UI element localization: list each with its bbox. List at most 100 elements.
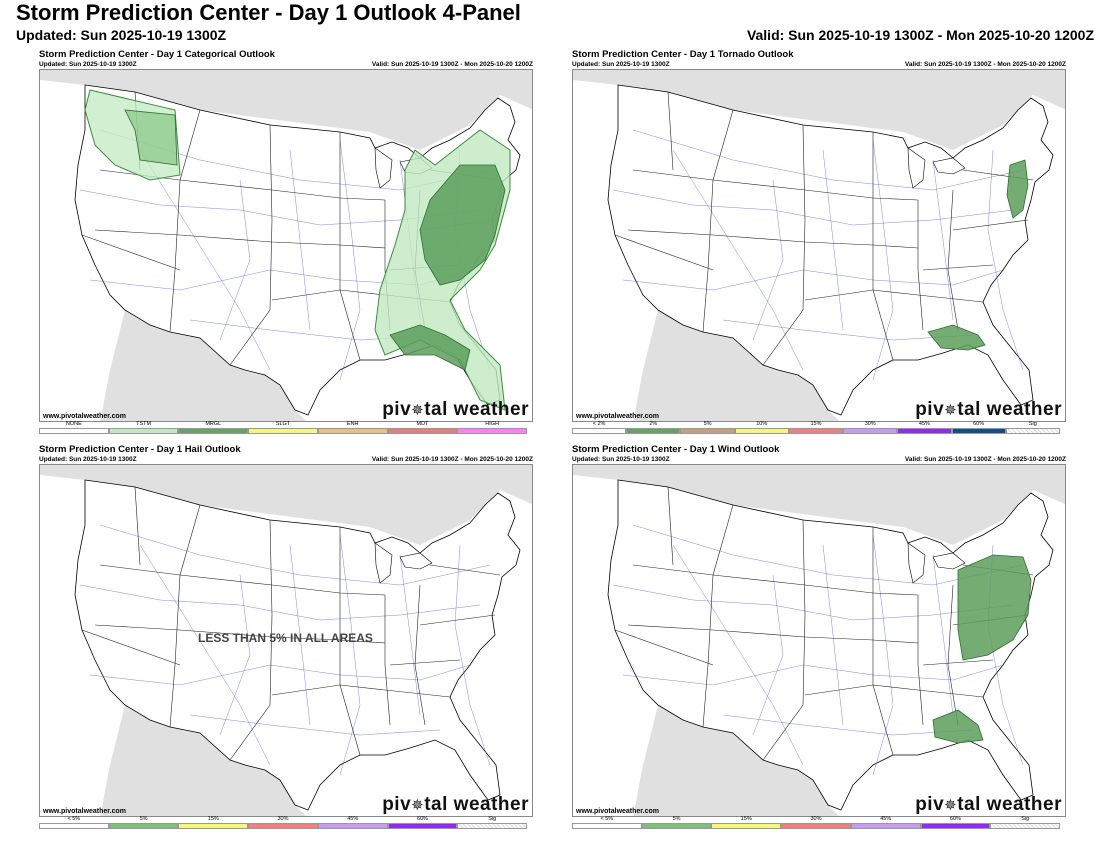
- state-border: [952, 219, 1029, 231]
- panel-valid: Valid: Sun 2025-10-19 1300Z - Mon 2025-1…: [371, 456, 533, 463]
- highway-line: [454, 544, 491, 766]
- panel-valid: Valid: Sun 2025-10-19 1300Z - Mon 2025-1…: [904, 456, 1066, 463]
- state-border: [384, 595, 391, 726]
- highway-line: [752, 179, 784, 341]
- legend-item: < 2%: [572, 421, 627, 434]
- legend-item: 60%: [387, 816, 458, 829]
- legend-item: TSTM: [108, 421, 179, 434]
- legend-label: HIGH: [485, 421, 500, 427]
- page-valid: Valid: Sun 2025-10-19 1300Z - Mon 2025-1…: [746, 27, 1094, 43]
- legend-swatch: [711, 823, 782, 829]
- state-border: [712, 109, 734, 181]
- state-border: [229, 614, 273, 761]
- legend-wind: < 5% 5% 15% 30% 45% 60% Sig: [572, 816, 1061, 829]
- legend-swatch: [178, 823, 249, 829]
- state-border: [179, 109, 201, 181]
- legend-label: 30%: [277, 816, 289, 822]
- legend-swatch: [843, 428, 898, 434]
- legend-label: 2%: [649, 421, 658, 427]
- legend-swatch: [626, 428, 681, 434]
- panel-categorical: Storm Prediction Center - Day 1 Categori…: [39, 49, 533, 435]
- mexico-land: [100, 705, 306, 816]
- legend-label: < 5%: [67, 816, 81, 822]
- panel-updated: Updated: Sun 2025-10-19 1300Z: [39, 61, 137, 68]
- legend-label: < 2%: [592, 421, 606, 427]
- legend-item: ENH: [317, 421, 388, 434]
- panel-updated: Updated: Sun 2025-10-19 1300Z: [572, 61, 670, 68]
- brand-logo: piv✵tal weather: [382, 399, 529, 420]
- highway-line: [89, 664, 471, 686]
- legend-swatch: [108, 428, 179, 434]
- state-border: [429, 564, 501, 576]
- state-border: [922, 659, 994, 666]
- legend-label: 45%: [918, 421, 930, 427]
- legend-swatch: [781, 823, 851, 829]
- highway-line: [622, 664, 1004, 686]
- legend-item: Sig: [1005, 421, 1060, 434]
- legend-label: 15%: [810, 421, 822, 427]
- legend-label: 30%: [810, 816, 822, 822]
- legend-item: SLGT: [248, 421, 318, 434]
- panel-hail: Storm Prediction Center - Day 1 Hail Out…: [39, 444, 533, 830]
- gear-icon: ✵: [944, 402, 958, 419]
- panel-updated: Updated: Sun 2025-10-19 1300Z: [572, 456, 670, 463]
- great-lakes: [907, 542, 966, 584]
- credit-text: www.pivotalweather.com: [576, 413, 659, 420]
- legend-item: 2%: [626, 421, 681, 434]
- state-border: [632, 169, 919, 201]
- state-border: [922, 264, 994, 271]
- highway-line: [872, 139, 894, 381]
- legend-item: 5%: [108, 816, 179, 829]
- panel-valid: Valid: Sun 2025-10-19 1300Z - Mon 2025-1…: [371, 61, 533, 68]
- state-border: [802, 519, 806, 616]
- state-border: [947, 189, 959, 331]
- state-border: [762, 614, 806, 761]
- legend-item: MRGL: [178, 421, 249, 434]
- gear-icon: ✵: [944, 797, 958, 814]
- legend-swatch: [248, 823, 318, 829]
- legend-item: Sig: [990, 816, 1061, 829]
- highway-line: [189, 714, 441, 736]
- state-border: [94, 229, 386, 249]
- state-border: [802, 124, 806, 221]
- legend-label: 15%: [740, 816, 752, 822]
- state-border: [81, 629, 181, 666]
- legend-swatch: [457, 823, 528, 829]
- state-border: [179, 504, 201, 576]
- highway-line: [722, 714, 974, 736]
- highway-line: [932, 159, 954, 321]
- state-border: [271, 684, 451, 698]
- legend-swatch: [108, 823, 179, 829]
- tor2-area-gulf: [927, 324, 986, 351]
- legend-label: 5%: [703, 421, 712, 427]
- canada-land: [40, 70, 532, 150]
- legend-swatch: [457, 428, 528, 434]
- legend-swatch: [680, 428, 735, 434]
- panel-valid: Valid: Sun 2025-10-19 1300Z - Mon 2025-1…: [904, 61, 1066, 68]
- tor2-area-mid-atlantic: [1006, 159, 1029, 219]
- legend-item: 15%: [711, 816, 782, 829]
- risk-overlay: [84, 89, 511, 411]
- legend-item: 15%: [178, 816, 249, 829]
- legend-label: 10%: [756, 421, 768, 427]
- state-border: [632, 564, 919, 596]
- legend-item: Sig: [457, 816, 528, 829]
- state-border: [917, 595, 924, 726]
- wind5-area-gulf: [932, 709, 984, 744]
- legend-label: 60%: [949, 816, 961, 822]
- legend-item: 60%: [951, 421, 1006, 434]
- page-title: Storm Prediction Center - Day 1 Outlook …: [16, 0, 521, 25]
- legend-swatch: [317, 428, 388, 434]
- state-border: [982, 284, 992, 303]
- legend-label: ENH: [346, 421, 359, 427]
- legend-label: Sig: [1021, 816, 1030, 822]
- highway-line: [752, 574, 784, 736]
- highway-line: [987, 149, 1024, 371]
- mexico-land: [633, 705, 839, 816]
- highway-line: [339, 534, 361, 776]
- credit-text: www.pivotalweather.com: [576, 808, 659, 815]
- gear-icon: ✵: [411, 797, 425, 814]
- legend-swatch: [734, 428, 789, 434]
- state-border: [762, 219, 806, 366]
- legend-label: 5%: [672, 816, 681, 822]
